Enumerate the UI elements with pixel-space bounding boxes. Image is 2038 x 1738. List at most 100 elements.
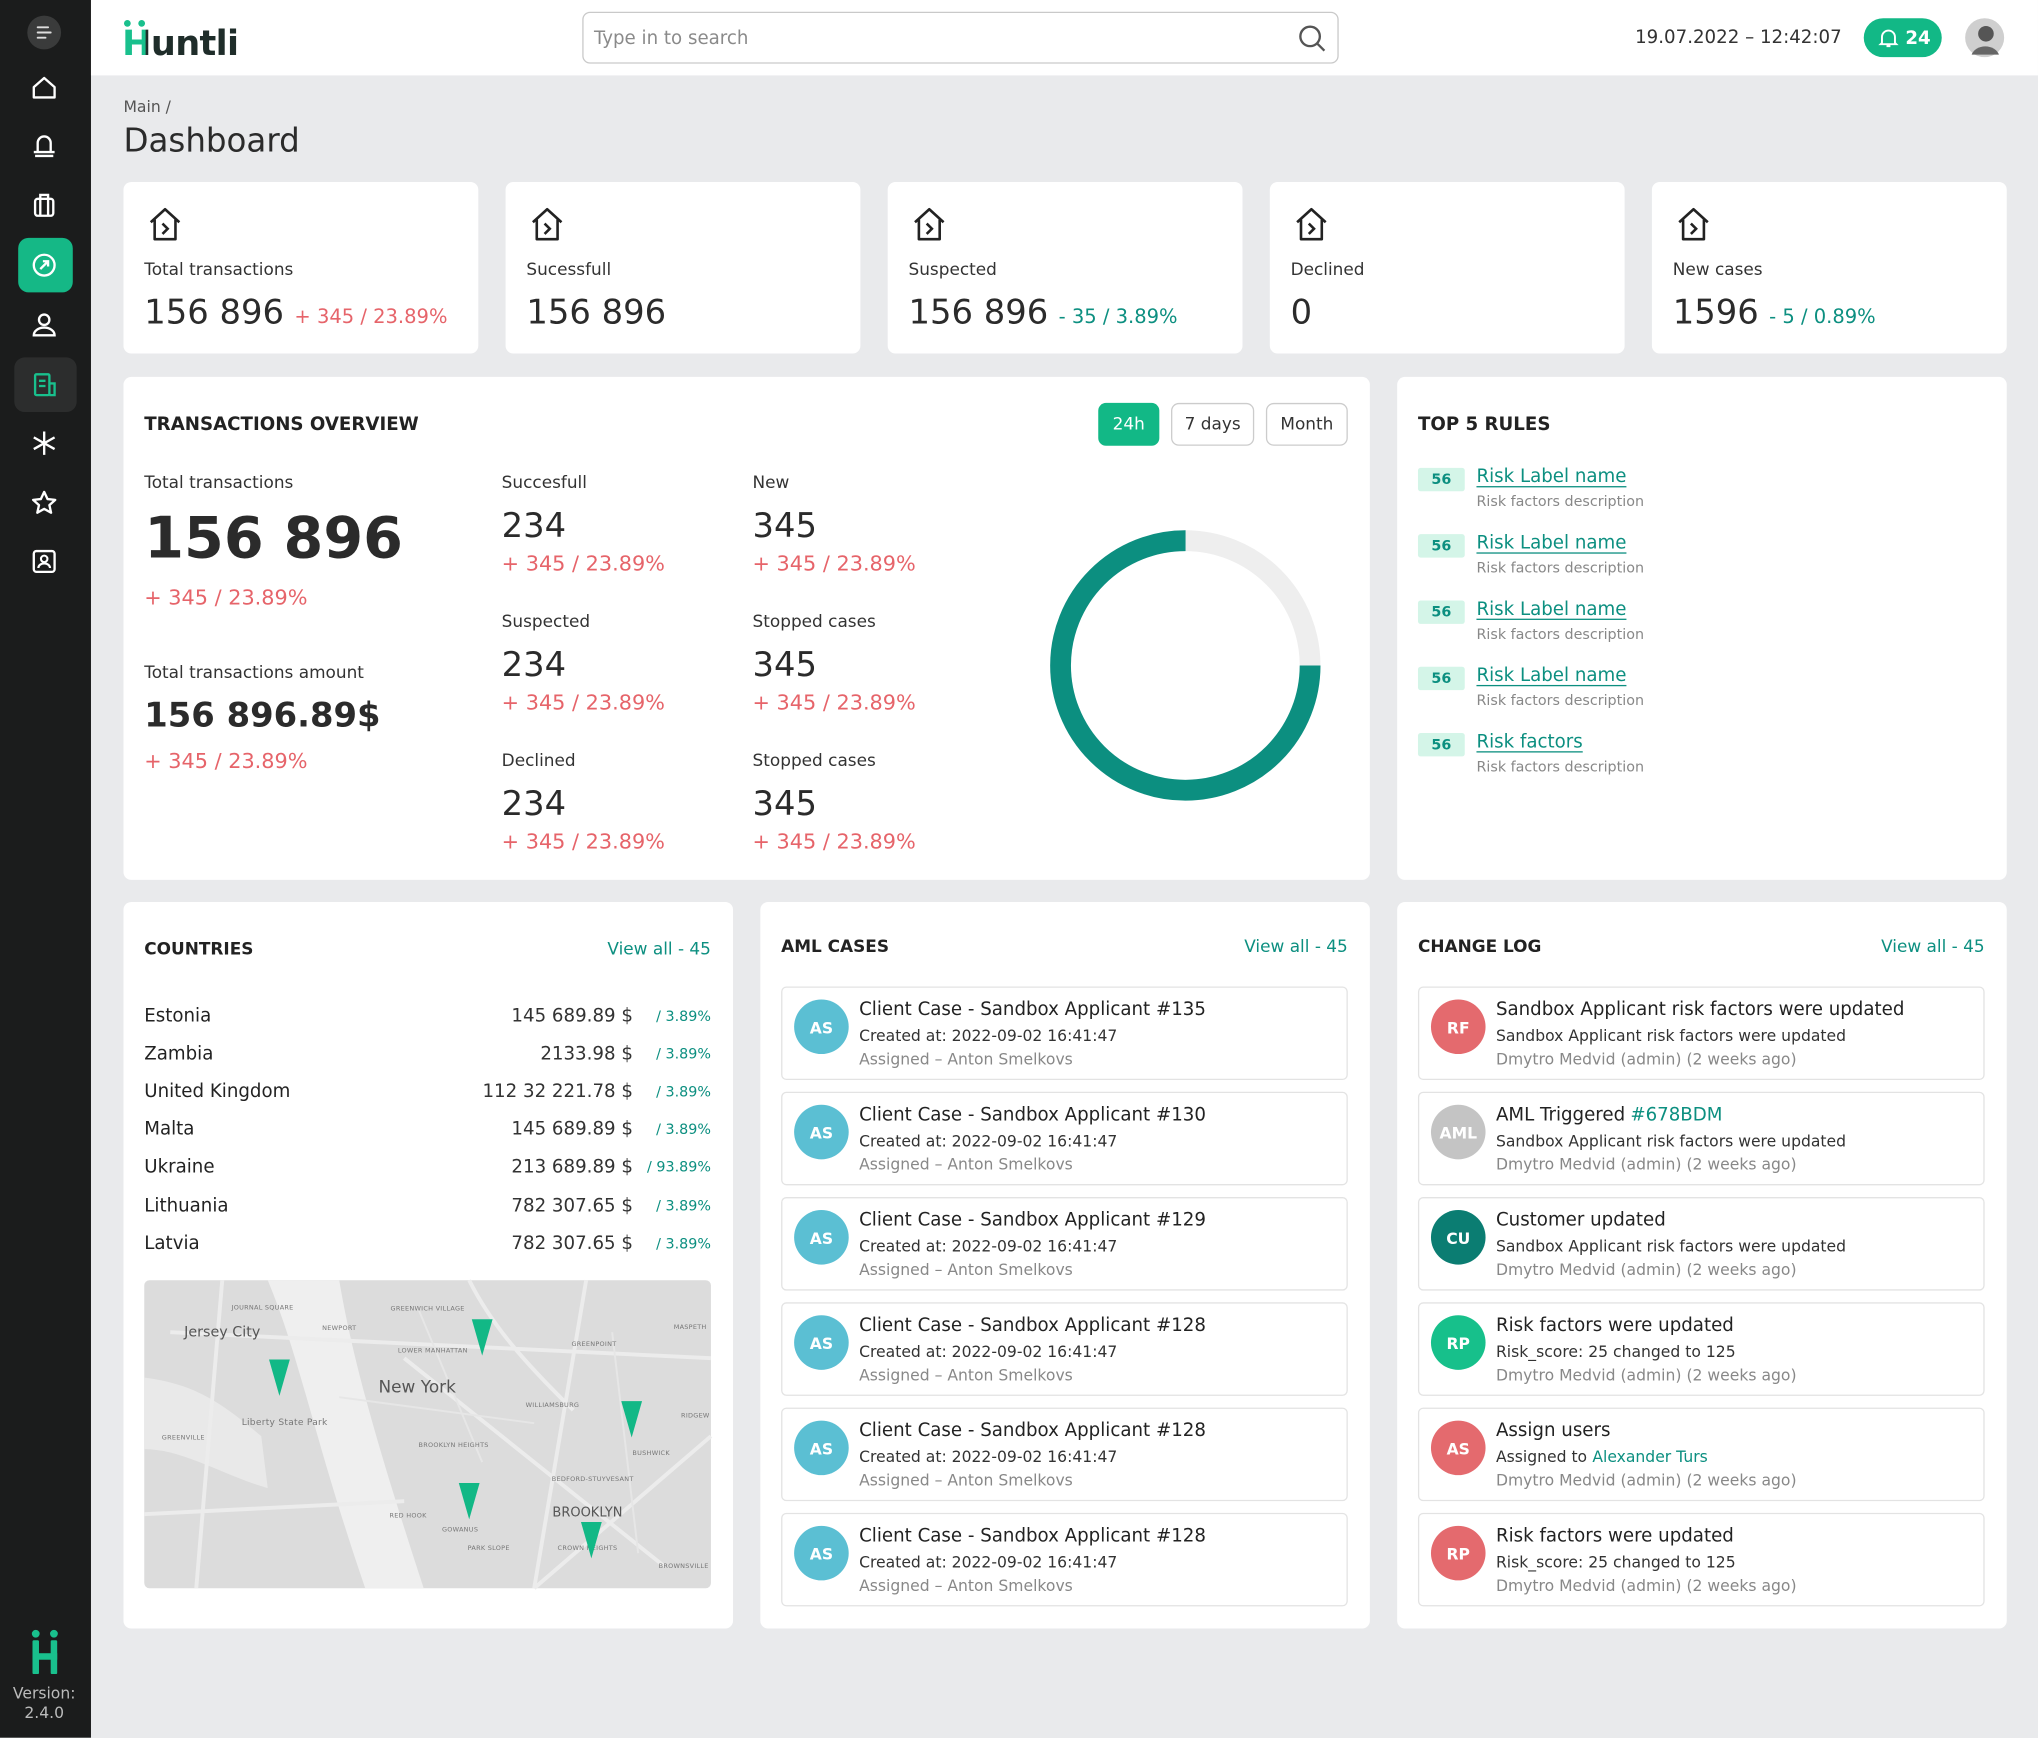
- period-tab[interactable]: [1098, 402, 1160, 446]
- log-title: AML Triggered: [1495, 1104, 1626, 1126]
- log-meta: Dmytro Medvid (admin) (2 weeks ago): [1495, 1471, 1797, 1490]
- list-item[interactable]: [1417, 1512, 1985, 1607]
- nav-icon[interactable]: [30, 311, 59, 340]
- notification-count: 24: [1905, 27, 1931, 49]
- item-avatar-initials: AS: [809, 1228, 834, 1248]
- list-item[interactable]: [1417, 1302, 1985, 1396]
- map-pin[interactable]: [269, 1359, 290, 1396]
- nav-icon[interactable]: [30, 191, 59, 220]
- list-item[interactable]: [781, 1197, 1348, 1291]
- map-pin[interactable]: [580, 1521, 602, 1559]
- rule-score-bg: [1417, 733, 1465, 757]
- search-icon[interactable]: [1298, 25, 1327, 54]
- nav-icon[interactable]: [30, 489, 59, 518]
- log-title-link[interactable]: #678BDM: [1630, 1104, 1723, 1126]
- case-created: Created at: 2022-09-02 16:41:47: [859, 1237, 1118, 1256]
- case-created: Created at: 2022-09-02 16:41:47: [859, 1553, 1118, 1572]
- map-label: BROOKLYN: [552, 1506, 623, 1521]
- log-title: Assign users: [1495, 1420, 1611, 1442]
- metric-change: + 345 / 23.89%: [501, 551, 665, 576]
- stat-label: Declined: [1290, 260, 1365, 281]
- map-label: GREENPOINT: [571, 1340, 617, 1349]
- case-created: Created at: 2022-09-02 16:41:47: [859, 1342, 1118, 1361]
- case-title: Client Case - Sandbox Applicant #128: [859, 1420, 1206, 1442]
- map-pin[interactable]: [458, 1482, 480, 1520]
- nav-icon[interactable]: [30, 547, 59, 576]
- stat-change: - 5 / 0.89%: [1769, 304, 1876, 329]
- list-item[interactable]: [1417, 1407, 1985, 1502]
- item-avatar: [794, 1525, 849, 1581]
- list-item[interactable]: [1417, 986, 1985, 1081]
- country-amount: 145 689.89 $: [511, 1005, 633, 1027]
- rule-score: 56: [1431, 736, 1452, 754]
- list-item[interactable]: [781, 1091, 1348, 1186]
- country-amount: 782 307.65 $: [511, 1232, 633, 1254]
- metric-value: 345: [752, 785, 818, 825]
- item-avatar: [1430, 1420, 1486, 1476]
- case-assigned: Assigned – Anton Smelkovs: [859, 1260, 1073, 1279]
- map-pin[interactable]: [621, 1401, 643, 1438]
- rule-score: 56: [1431, 471, 1452, 489]
- rule-description: Risk factors description: [1476, 758, 1645, 776]
- metric-label: Stopped cases: [752, 612, 876, 633]
- rule-score: 56: [1431, 669, 1452, 687]
- section-title: COUNTRIES: [144, 940, 254, 960]
- period-tab[interactable]: [1265, 402, 1348, 446]
- country-name: Lithuania: [144, 1195, 229, 1216]
- map-label: GOWANUS: [441, 1526, 479, 1535]
- case-created: Created at: 2022-09-02 16:41:47: [859, 1026, 1118, 1045]
- rule-description: Risk factors description: [1476, 625, 1645, 643]
- rule-name[interactable]: Risk Label name: [1476, 665, 1627, 687]
- metric-change: + 345 / 23.89%: [752, 690, 916, 715]
- nav-icon[interactable]: [30, 429, 59, 458]
- map-label: New York: [378, 1378, 456, 1398]
- nav-icon[interactable]: [30, 251, 59, 280]
- view-all-link[interactable]: View all - 45: [1244, 937, 1348, 958]
- item-avatar-initials: RF: [1446, 1018, 1470, 1037]
- item-avatar-initials: AS: [809, 1544, 834, 1563]
- stat-value: 156 896: [908, 293, 1049, 333]
- map-label: LOWER MANHATTAN: [397, 1347, 468, 1355]
- logo-mark: [123, 20, 146, 27]
- metric-change: + 345 / 23.89%: [501, 690, 665, 715]
- rule-score-bg: [1417, 666, 1465, 691]
- list-item[interactable]: [781, 1302, 1348, 1396]
- list-item[interactable]: [1417, 1197, 1985, 1291]
- period-tab[interactable]: [1171, 402, 1255, 446]
- breadcrumb[interactable]: Main /: [123, 97, 171, 116]
- item-avatar: [794, 1210, 849, 1265]
- stat-card: [505, 181, 861, 354]
- map-label: RIDGEW: [681, 1412, 710, 1420]
- metric-label: Total transactions amount: [144, 663, 364, 683]
- log-detail: Sandbox Applicant risk factors were upda…: [1495, 1237, 1847, 1256]
- list-item[interactable]: [781, 1407, 1348, 1502]
- rule-name[interactable]: Risk Label name: [1476, 466, 1627, 488]
- menu-button[interactable]: [26, 14, 62, 50]
- metric-change: + 345 / 23.89%: [501, 829, 665, 854]
- rule-name[interactable]: Risk factors: [1476, 731, 1583, 753]
- metric-value: 345: [752, 645, 818, 685]
- period-tab-label: Month: [1280, 415, 1334, 435]
- rule-name[interactable]: Risk Label name: [1476, 532, 1627, 554]
- country-name: Zambia: [144, 1043, 214, 1065]
- list-item[interactable]: [781, 986, 1348, 1081]
- notification-badge[interactable]: [1863, 18, 1942, 58]
- item-avatar-initials: AS: [1446, 1439, 1470, 1458]
- view-all-link[interactable]: View all - 45: [607, 940, 711, 960]
- rule-name[interactable]: Risk Label name: [1476, 599, 1627, 620]
- nav-icon[interactable]: [30, 370, 59, 399]
- metric-label: Total transactions: [144, 473, 294, 494]
- map-pin[interactable]: [471, 1319, 493, 1356]
- log-detail-link[interactable]: Alexander Turs: [1592, 1447, 1708, 1467]
- search-box[interactable]: [582, 11, 1339, 64]
- avatar[interactable]: [1965, 18, 2005, 58]
- list-item[interactable]: [1417, 1091, 1985, 1186]
- section-title: CHANGE LOG: [1417, 937, 1542, 958]
- list-item[interactable]: [781, 1512, 1348, 1607]
- log-detail: Risk_score: 25 changed to 125: [1495, 1553, 1736, 1572]
- nav-icon[interactable]: [30, 73, 59, 102]
- view-all-link[interactable]: View all - 45: [1881, 937, 1985, 958]
- stat-icon: [532, 207, 563, 241]
- nav-icon[interactable]: [30, 131, 59, 160]
- map-label: WILLIAMSBURG: [525, 1401, 580, 1410]
